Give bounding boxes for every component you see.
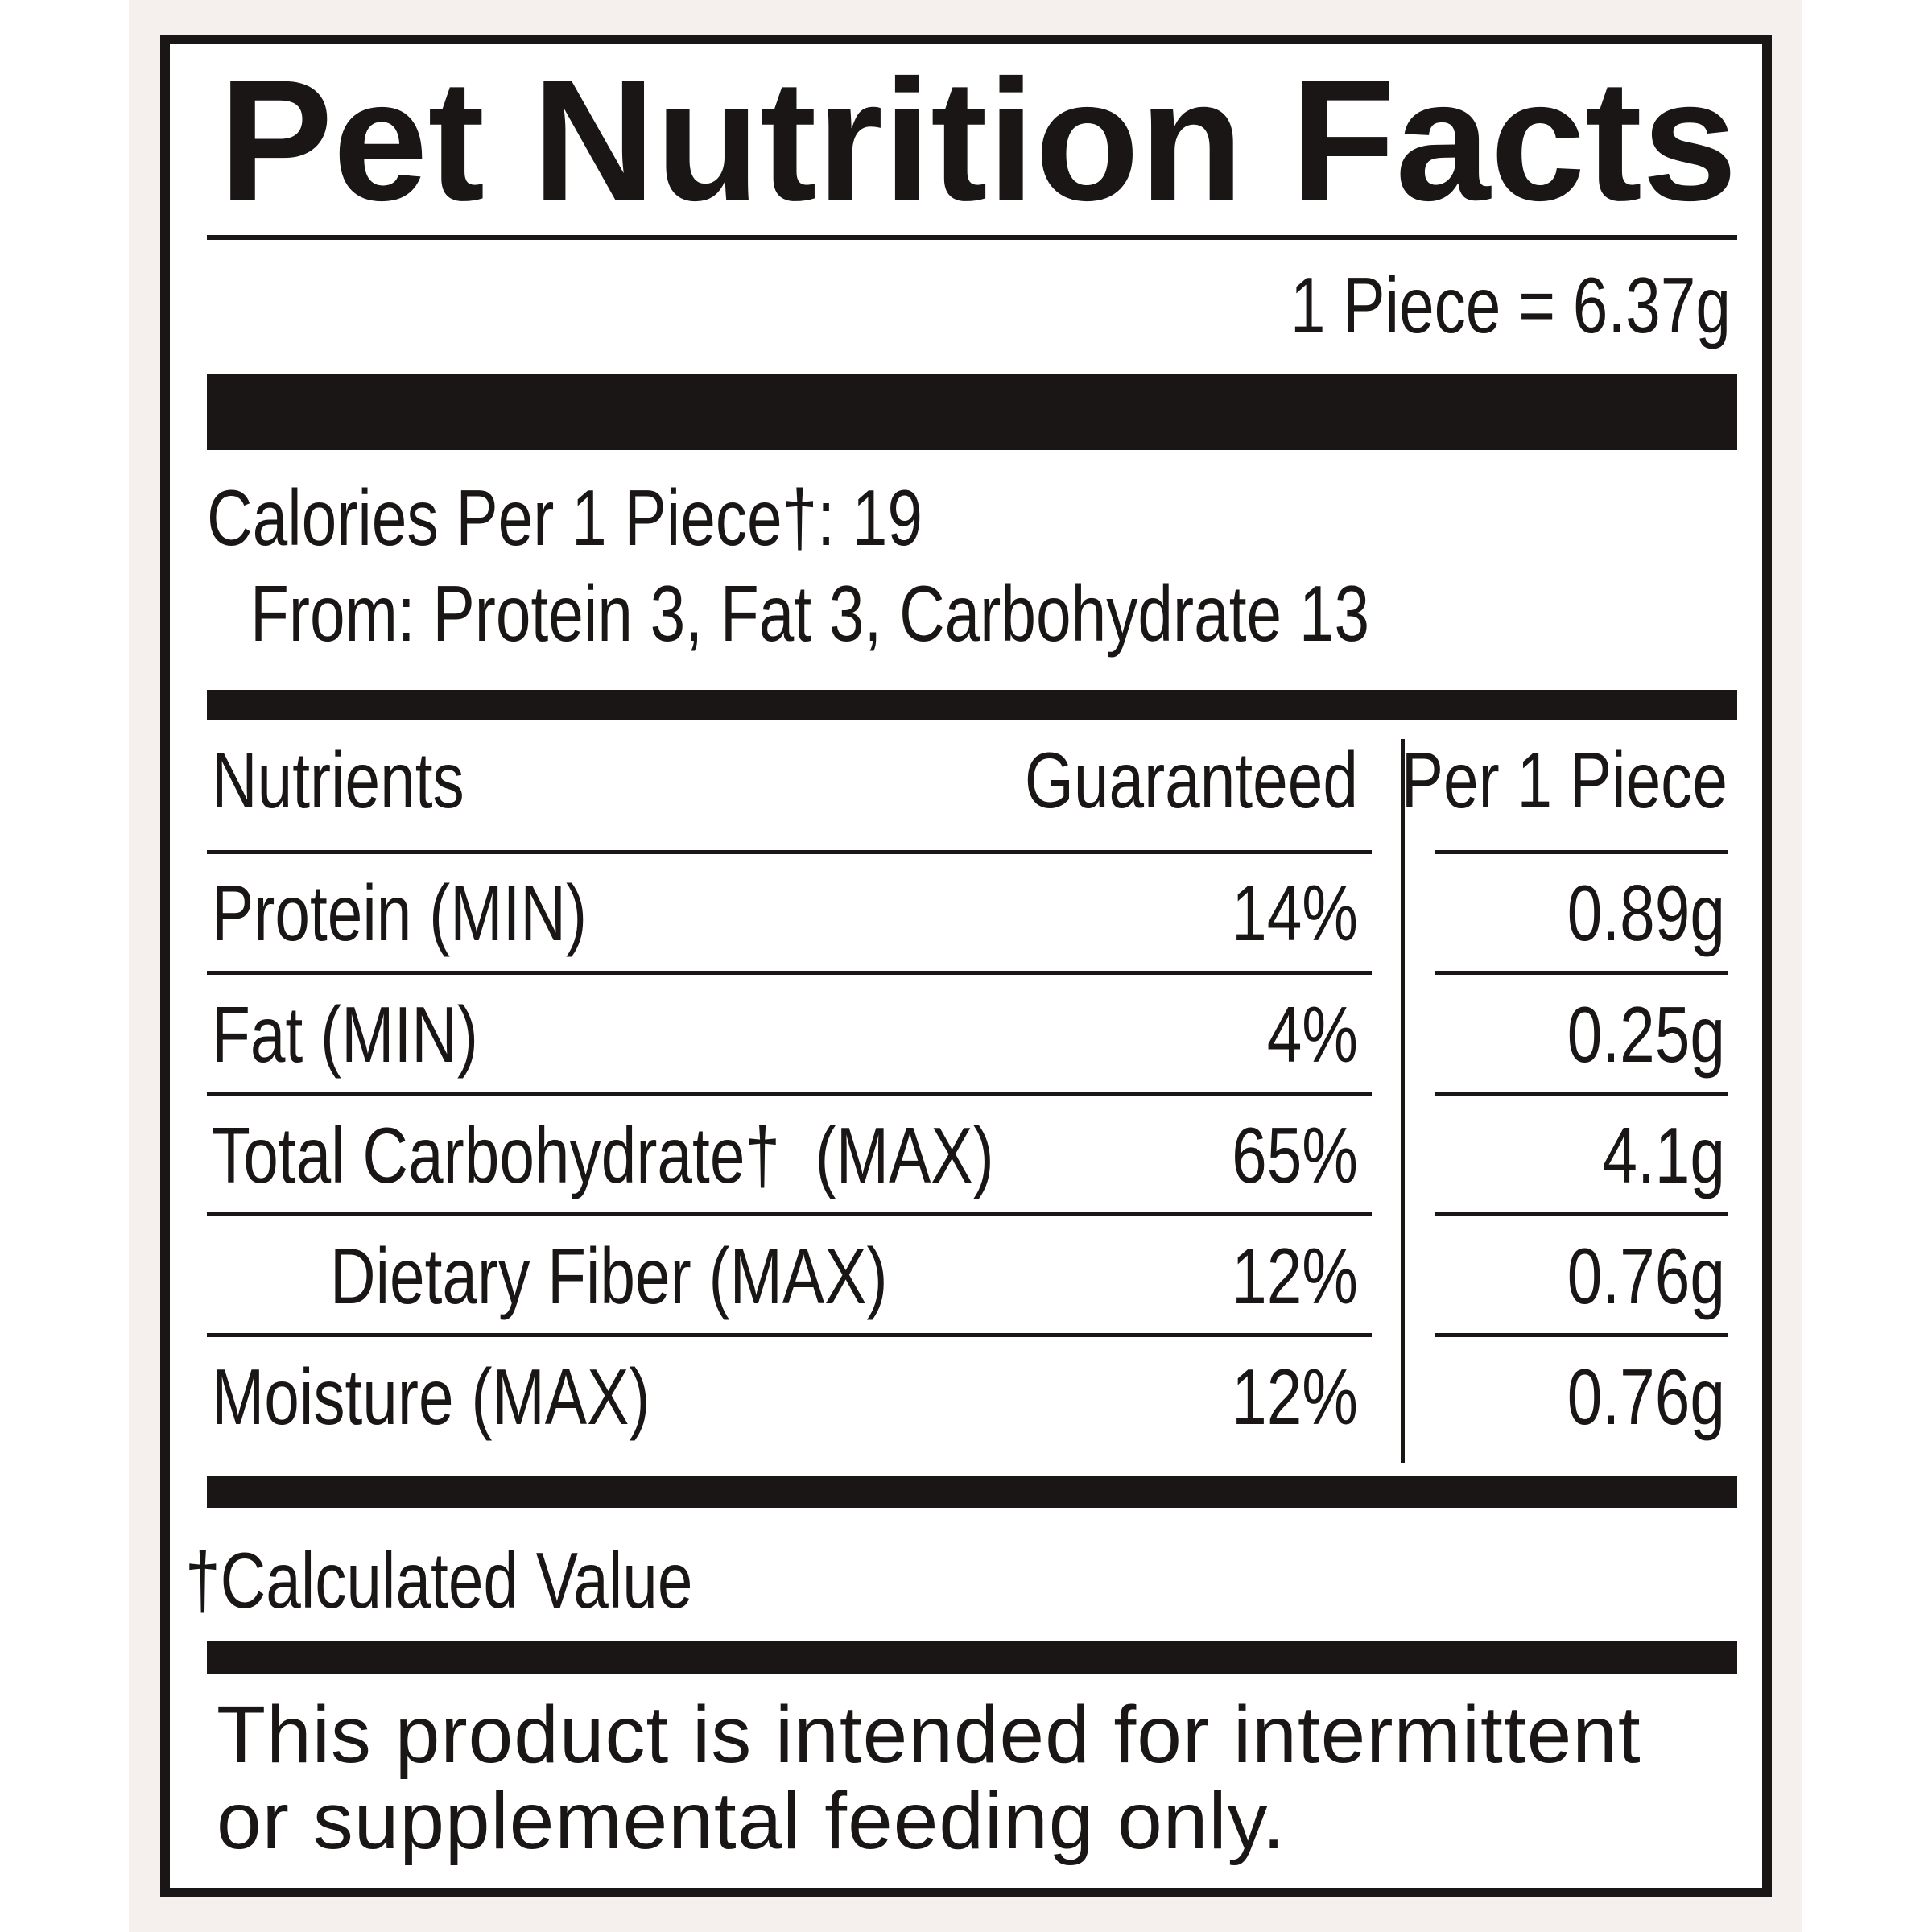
calories-from: From: Protein 3, Fat 3, Carbohydrate 13 xyxy=(250,569,1369,658)
per-piece-value: 4.1g xyxy=(1602,1111,1725,1199)
header-nutrients: Nutrients xyxy=(212,736,464,824)
label-border xyxy=(160,35,1772,1897)
header-guaranteed: Guaranteed xyxy=(1025,736,1358,824)
disclaimer-line: This product is intended for intermitten… xyxy=(217,1690,1641,1780)
guaranteed-value: 14% xyxy=(1232,869,1358,957)
footnote: †Calculated Value xyxy=(185,1536,693,1624)
bar xyxy=(207,1476,1737,1508)
row-rule xyxy=(207,850,1372,854)
guaranteed-value: 12% xyxy=(1232,1232,1358,1320)
bar xyxy=(207,1641,1737,1674)
thick-bar xyxy=(207,374,1737,450)
header-per-piece: Per 1 Piece xyxy=(1402,736,1728,824)
rule xyxy=(207,235,1737,240)
nutrient-name: Protein (MIN) xyxy=(212,869,587,957)
column-divider xyxy=(1401,739,1405,1463)
per-piece-value: 0.89g xyxy=(1567,869,1725,957)
guaranteed-value: 12% xyxy=(1232,1352,1358,1441)
row-rule xyxy=(1435,971,1728,975)
guaranteed-value: 65% xyxy=(1232,1111,1358,1199)
row-rule xyxy=(1435,1092,1728,1096)
calories: Calories Per 1 Piece†: 19 xyxy=(207,473,923,562)
row-rule xyxy=(1435,850,1728,854)
bar xyxy=(207,690,1737,720)
title: Pet Nutrition Facts xyxy=(219,44,1737,237)
rows: Protein (MIN) 14% 0.89g Fat (MIN) 4% 0.25g Tot… xyxy=(207,850,1728,1441)
guaranteed-value: 4% xyxy=(1267,990,1358,1079)
row-rule xyxy=(207,1333,1372,1337)
nutrient-name: Fat (MIN) xyxy=(212,990,478,1079)
per-piece-value: 0.76g xyxy=(1567,1352,1725,1441)
row-rule xyxy=(1435,1212,1728,1216)
row-rule xyxy=(207,971,1372,975)
row-rule xyxy=(207,1092,1372,1096)
nutrient-name: Dietary Fiber (MAX) xyxy=(330,1232,888,1320)
nutrient-name: Total Carbohydrate† (MAX) xyxy=(212,1111,994,1199)
disclaimer-line: or supplemental feeding only. xyxy=(217,1776,1286,1866)
row-rule xyxy=(207,1212,1372,1216)
per-piece-value: 0.25g xyxy=(1567,990,1725,1079)
per-piece-value: 0.76g xyxy=(1567,1232,1725,1320)
row-rule xyxy=(1435,1333,1728,1337)
serving: 1 Piece = 6.37g xyxy=(1290,261,1731,349)
nutrient-name: Moisture (MAX) xyxy=(212,1352,650,1441)
